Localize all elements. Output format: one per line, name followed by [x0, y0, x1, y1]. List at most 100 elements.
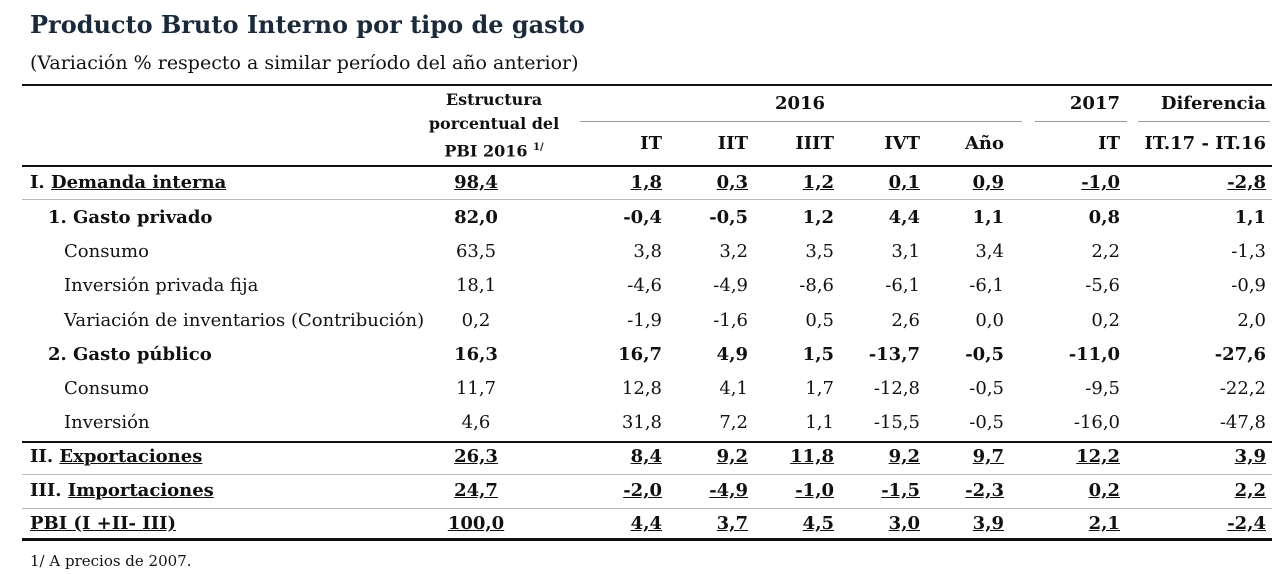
year-2017-underline [1035, 121, 1127, 122]
cell-inversion-privada-fija-col2: -4,9 [713, 275, 748, 296]
year-2017-header: 2017 [1069, 93, 1120, 114]
structure-header-line2: porcentual del [428, 114, 560, 133]
structure-header-line3: PBI 2016 [444, 141, 528, 161]
cell-gasto-privado-col4: 4,4 [888, 207, 920, 228]
cell-importaciones-col3: -1,0 [795, 480, 834, 501]
cell-consumo-privado-col7: -1,3 [1231, 241, 1266, 262]
cell-importaciones-col5: -2,3 [965, 480, 1004, 501]
col-header-it-2016: IT [640, 133, 662, 154]
table-title: Producto Bruto Interno por tipo de gasto [30, 10, 585, 39]
cell-gasto-privado-col2: -0,5 [709, 207, 748, 228]
cell-consumo-publico-col5: -0,5 [969, 378, 1004, 399]
cell-inversion-publica-col5: -0,5 [969, 412, 1004, 433]
cell-gasto-privado-col1: -0,4 [623, 207, 662, 228]
cell-inversion-privada-fija-col0: 18,1 [455, 275, 497, 296]
cell-demanda-interna-col1: 1,8 [630, 172, 662, 193]
cell-pbi-total-col5: 3,9 [972, 513, 1004, 534]
cell-demanda-interna-col6: -1,0 [1081, 172, 1120, 193]
cell-demanda-interna-col2: 0,3 [716, 172, 748, 193]
col-header-difference: IT.17 - IT.16 [1144, 133, 1266, 154]
row-label-text: Consumo [64, 241, 149, 262]
cell-inversion-publica-col6: -16,0 [1073, 412, 1120, 433]
structure-header: Estructura porcentual del PBI 2016 1/ [404, 88, 584, 163]
cell-consumo-privado-col1: 3,8 [633, 241, 662, 262]
year-2016-underline [580, 121, 1022, 122]
cell-importaciones-col0: 24,7 [454, 480, 498, 501]
cell-gasto-publico-col6: -11,0 [1068, 344, 1120, 365]
row-label-variacion-inventarios: Variación de inventarios (Contribución) [64, 310, 424, 331]
cell-consumo-publico-col1: 12,8 [621, 378, 662, 399]
row-label-text: Inversión [64, 412, 150, 433]
cell-inversion-publica-col7: -47,8 [1219, 412, 1266, 433]
row-label-consumo-publico: Consumo [64, 378, 149, 399]
cell-variacion-inventarios-col5: 0,0 [975, 310, 1004, 331]
col-header-iit: IIT [717, 133, 748, 154]
row-label-gasto-privado: 1. Gasto privado [48, 207, 212, 228]
cell-demanda-interna-col3: 1,2 [802, 172, 834, 193]
cell-gasto-publico-col0: 16,3 [454, 344, 498, 365]
cell-variacion-inventarios-col0: 0,2 [461, 310, 491, 331]
cell-inversion-privada-fija-col3: -8,6 [799, 275, 834, 296]
cell-exportaciones-col7: 3,9 [1234, 446, 1266, 467]
cell-consumo-publico-col3: 1,7 [805, 378, 834, 399]
row-separator-demanda [22, 199, 1272, 200]
cell-variacion-inventarios-col7: 2,0 [1237, 310, 1266, 331]
cell-gasto-publico-col2: 4,9 [716, 344, 748, 365]
row-label-inversion-privada-fija: Inversión privada fija [64, 275, 258, 296]
cell-variacion-inventarios-col1: -1,9 [627, 310, 662, 331]
cell-gasto-publico-col4: -13,7 [868, 344, 920, 365]
cell-pbi-total-col1: 4,4 [630, 513, 662, 534]
row-label-text: Inversión privada fija [64, 275, 259, 296]
col-header-ivt: IVT [884, 133, 920, 154]
cell-consumo-privado-col5: 3,4 [975, 241, 1004, 262]
cell-importaciones-col6: 0,2 [1088, 480, 1120, 501]
row-label-text: 2. Gasto público [48, 344, 212, 365]
cell-pbi-total-col3: 4,5 [802, 513, 834, 534]
col-header-iiit: IIIT [795, 133, 834, 154]
cell-consumo-privado-col2: 3,2 [719, 241, 748, 262]
cell-exportaciones-col4: 9,2 [888, 446, 920, 467]
cell-exportaciones-col2: 9,2 [716, 446, 748, 467]
cell-importaciones-col4: -1,5 [881, 480, 920, 501]
cell-inversion-publica-col1: 31,8 [621, 412, 662, 433]
bottom-rule [22, 538, 1272, 541]
header-rule [22, 165, 1272, 167]
cell-inversion-privada-fija-col4: -6,1 [885, 275, 920, 296]
cell-exportaciones-col6: 12,2 [1076, 446, 1120, 467]
row-label-text: PBI (I +II- III) [30, 513, 177, 534]
cell-inversion-publica-col4: -15,5 [873, 412, 920, 433]
row-separator-pbi [22, 508, 1272, 509]
row-label-exportaciones: II. Exportaciones [30, 446, 202, 467]
cell-importaciones-col7: 2,2 [1234, 480, 1266, 501]
row-label-text: Exportaciones [59, 446, 203, 467]
row-label-text: Importaciones [67, 480, 214, 501]
cell-gasto-privado-col7: 1,1 [1234, 207, 1266, 228]
cell-exportaciones-col0: 26,3 [454, 446, 498, 467]
cell-inversion-privada-fija-col6: -5,6 [1085, 275, 1120, 296]
cell-pbi-total-col6: 2,1 [1088, 513, 1120, 534]
row-prefix: III. [30, 480, 68, 501]
cell-exportaciones-col5: 9,7 [972, 446, 1004, 467]
cell-pbi-total-col4: 3,0 [888, 513, 920, 534]
cell-gasto-privado-col0: 82,0 [454, 207, 498, 228]
cell-consumo-publico-col7: -22,2 [1219, 378, 1266, 399]
cell-gasto-publico-col3: 1,5 [802, 344, 834, 365]
cell-consumo-publico-col0: 11,7 [455, 378, 497, 399]
row-prefix: II. [30, 446, 60, 467]
cell-inversion-privada-fija-col7: -0,9 [1231, 275, 1266, 296]
row-label-demanda-interna: I. Demanda interna [30, 172, 226, 193]
cell-gasto-publico-col1: 16,7 [618, 344, 662, 365]
cell-demanda-interna-col5: 0,9 [972, 172, 1004, 193]
col-header-it-2017: IT [1098, 133, 1120, 154]
row-separator-exportaciones [22, 441, 1272, 443]
cell-consumo-privado-col4: 3,1 [891, 241, 920, 262]
cell-variacion-inventarios-col4: 2,6 [891, 310, 920, 331]
row-label-text: Variación de inventarios (Contribución) [64, 310, 425, 331]
row-label-text: Demanda interna [50, 172, 227, 193]
cell-consumo-privado-col6: 2,2 [1091, 241, 1120, 262]
row-separator-importaciones [22, 474, 1272, 475]
cell-pbi-total-col0: 100,0 [447, 513, 505, 534]
cell-gasto-privado-col5: 1,1 [972, 207, 1004, 228]
cell-consumo-publico-col2: 4,1 [719, 378, 748, 399]
cell-gasto-publico-col5: -0,5 [965, 344, 1004, 365]
